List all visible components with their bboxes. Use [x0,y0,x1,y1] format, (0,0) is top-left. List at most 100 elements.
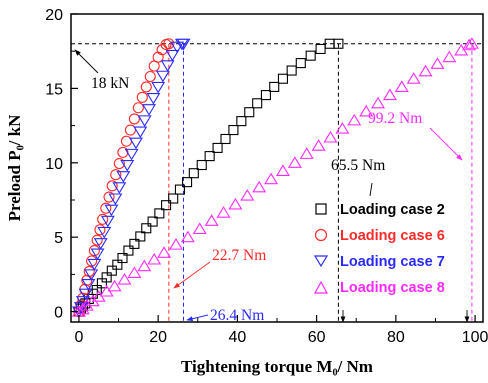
data-point [161,200,172,211]
data-point [103,191,115,203]
data-point [148,60,160,72]
y-tick-label: 0 [54,305,63,322]
data-point [333,38,344,49]
data-point [382,88,397,101]
data-point [192,222,207,235]
data-point [88,245,100,257]
data-point [142,104,157,116]
data-point [315,43,326,55]
data-point [168,193,179,204]
data-point [104,204,119,217]
y-tick-label: 5 [54,230,63,247]
plot-frame [70,13,484,323]
data-point [81,279,96,291]
legend-marker-case-7 [313,255,329,268]
data-point [106,265,117,276]
data-point [287,156,302,168]
data-point [146,93,161,105]
x-tick-label: 40 [228,329,246,346]
annotation-26-4nm: 26.4 Nm [210,307,264,324]
data-point [464,37,479,49]
annotation-22-7nm-arrow [173,261,211,289]
x-tick-label: 0 [74,329,83,346]
x-tick-label: 80 [387,329,405,346]
data-point [97,226,112,239]
data-point [120,159,135,172]
data-point [108,193,123,206]
data-point [286,65,297,76]
data-point [137,115,152,127]
data-point [136,91,148,103]
data-point [406,72,421,84]
annotation-18kn-arrow [74,49,99,74]
data-point [128,113,140,125]
data-point [216,206,231,218]
data-point [244,107,255,118]
data-point [123,245,134,256]
data-point [335,122,350,134]
data-point [323,130,338,143]
data-point [155,70,170,83]
data-point [133,126,148,139]
data-point [97,213,109,225]
data-point [240,188,255,201]
data-point [112,182,127,194]
data-point [174,184,185,195]
data-point [141,223,152,234]
data-point [394,80,409,92]
data-point [110,169,122,181]
legend-marker-case-6 [314,228,328,242]
legend-marker-case-2 [315,203,327,215]
data-point [182,177,193,188]
y-tick-label: 10 [45,156,63,173]
annotation-99-2nm-arrow [429,127,463,161]
data-point [128,137,143,150]
data-point [127,266,142,278]
data-point [220,133,231,145]
x-tick-label: 100 [462,329,488,346]
data-point [144,70,156,83]
data-point [87,258,102,271]
legend-label-case-8: Loading case 8 [340,280,445,296]
data-point [260,90,271,101]
data-point [176,38,191,51]
y-tick-label: 20 [45,7,63,24]
data-point [252,180,267,193]
data-point [163,38,175,50]
data-point [107,279,122,292]
data-point [91,234,103,246]
legend: Loading case 2 Loading case 6 Loading ca… [313,202,445,296]
data-point [100,215,115,228]
data-point [212,142,223,153]
annotation-65-5nm: 65.5 Nm [331,157,385,174]
data-point [442,50,457,63]
data-point [228,197,243,210]
data-point [135,231,146,242]
axis-ticks: 0 20 40 60 80 100 0 5 10 15 20 [45,7,488,346]
data-point [277,73,288,84]
data-point [94,224,106,236]
data-point [154,208,165,219]
data-point [305,50,316,61]
data-point [75,302,90,315]
annotation-22-7nm: 22.7 Nm [212,247,266,264]
annotation-26-4nm-arrow [186,314,209,322]
x-tick-label: 60 [308,329,326,346]
data-point [236,116,247,127]
data-point [299,147,314,159]
data-point [430,57,445,69]
data-point [78,288,93,301]
data-point [137,259,152,272]
data-point [93,238,108,250]
y-tick-label: 15 [45,81,63,98]
y-axis-title: Preload P₀/ kN [5,114,24,222]
data-point [140,81,152,93]
data-point [132,102,144,114]
data-point [359,104,374,117]
data-point [188,168,199,179]
legend-label-case-6: Loading case 6 [340,228,445,244]
data-point [204,214,219,226]
data-point [295,58,306,69]
data-point [90,248,105,261]
